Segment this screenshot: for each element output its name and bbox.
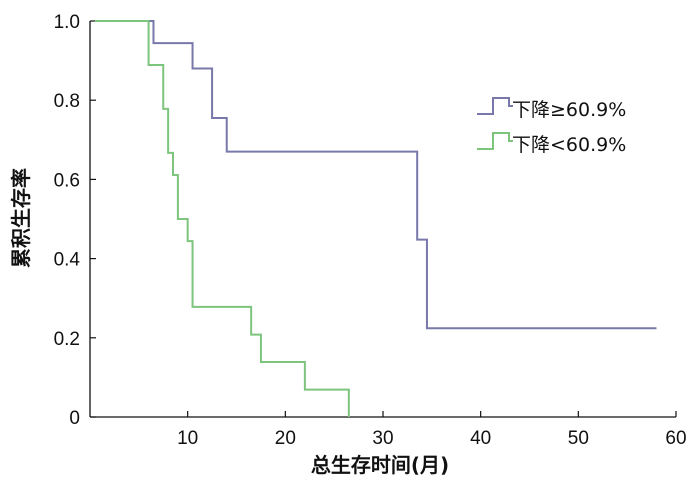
- x-tick-label: 20: [275, 428, 296, 449]
- x-tick-label: 10: [177, 428, 198, 449]
- y-tick-label: 0.6: [54, 170, 80, 191]
- x-tick-label: 40: [470, 428, 491, 449]
- y-tick-label: 0.2: [54, 329, 80, 350]
- legend: 下降≥60.9% 下降<60.9%: [477, 97, 626, 156]
- y-tick-label: 1.0: [54, 12, 80, 33]
- y-tick-label: 0: [69, 408, 80, 429]
- legend-swatch-1: [477, 97, 513, 115]
- x-tick-label: 30: [372, 428, 393, 449]
- legend-label-2: 下降<60.9%: [512, 134, 626, 156]
- legend-swatch-2: [477, 132, 513, 150]
- y-ticks: 0 0.2 0.4 0.6 0.8 1.0: [54, 12, 96, 429]
- y-tick-label: 0.8: [54, 91, 80, 112]
- x-ticks: 10 20 30 40 50 60: [177, 411, 687, 449]
- series-lines: [94, 20, 657, 417]
- series-line-1: [94, 20, 657, 330]
- y-tick-label: 0.4: [54, 250, 81, 271]
- x-tick-label: 50: [568, 428, 589, 449]
- series-line-2: [94, 20, 350, 417]
- x-axis-label: 总生存时间(月): [311, 453, 449, 477]
- legend-label-1: 下降≥60.9%: [512, 99, 626, 121]
- y-axis-label: 累积生存率: [9, 168, 33, 268]
- x-tick-label: 60: [665, 428, 686, 449]
